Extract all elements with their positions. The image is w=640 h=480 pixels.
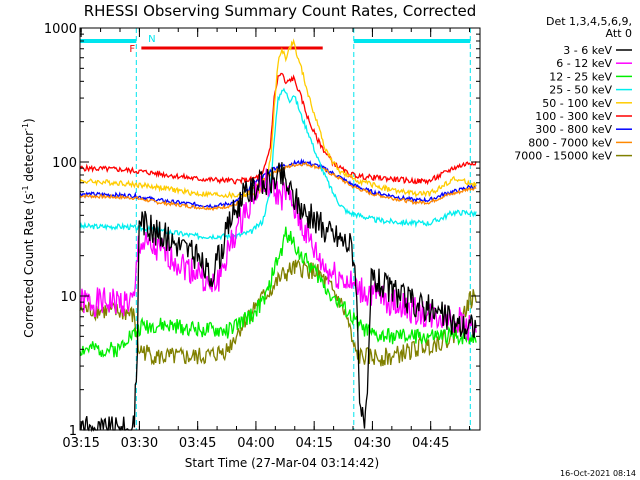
x-tick-label: 03:45 xyxy=(179,436,216,451)
legend-label-6: 300 - 800 keV xyxy=(535,123,612,136)
flare-label: F xyxy=(129,44,135,55)
y-axis-label: Corrected Count Rate (s-1 detector-1) xyxy=(21,118,36,337)
night-label: N xyxy=(148,34,155,45)
legend-label-7: 800 - 7000 keV xyxy=(528,136,612,149)
legend-label-2: 12 - 25 keV xyxy=(549,70,612,83)
x-tick-label: 04:15 xyxy=(295,436,332,451)
x-tick-label: 04:45 xyxy=(412,436,449,451)
x-tick-label: 03:15 xyxy=(62,436,99,451)
series-line-4 xyxy=(79,38,477,200)
x-axis-label: Start Time (27-Mar-04 03:14:42) xyxy=(185,456,379,470)
legend-label-5: 100 - 300 keV xyxy=(535,110,612,123)
series-line-8 xyxy=(79,259,477,367)
series-line-0 xyxy=(79,162,477,433)
x-tick-label: 03:30 xyxy=(121,436,158,451)
series-line-5 xyxy=(79,72,477,186)
plot-frame xyxy=(79,27,481,431)
y-tick-label: 1 xyxy=(69,424,77,439)
legend-label-4: 50 - 100 keV xyxy=(542,97,612,110)
legend-label-1: 6 - 12 keV xyxy=(556,57,612,70)
y-tick-label: 100 xyxy=(52,156,77,171)
legend-label-3: 25 - 50 keV xyxy=(549,84,612,97)
x-tick-label: 04:30 xyxy=(354,436,391,451)
y-tick-label: 10 xyxy=(60,290,77,305)
legend-header-line-2: Att 0 xyxy=(606,27,632,40)
chart-title: RHESSI Observing Summary Count Rates, Co… xyxy=(84,2,477,20)
series-line-2 xyxy=(79,226,477,358)
series-line-3 xyxy=(79,87,477,241)
y-tick-label: 1000 xyxy=(44,22,77,37)
timestamp: 16-Oct-2021 08:14 xyxy=(560,469,636,478)
legend-label-8: 7000 - 15000 keV xyxy=(514,150,612,163)
x-tick-label: 04:00 xyxy=(237,436,274,451)
legend-header-line-1: Det 1,3,4,5,6,9, xyxy=(546,15,632,28)
series-line-1 xyxy=(79,168,477,342)
legend-label-0: 3 - 6 keV xyxy=(563,44,612,57)
